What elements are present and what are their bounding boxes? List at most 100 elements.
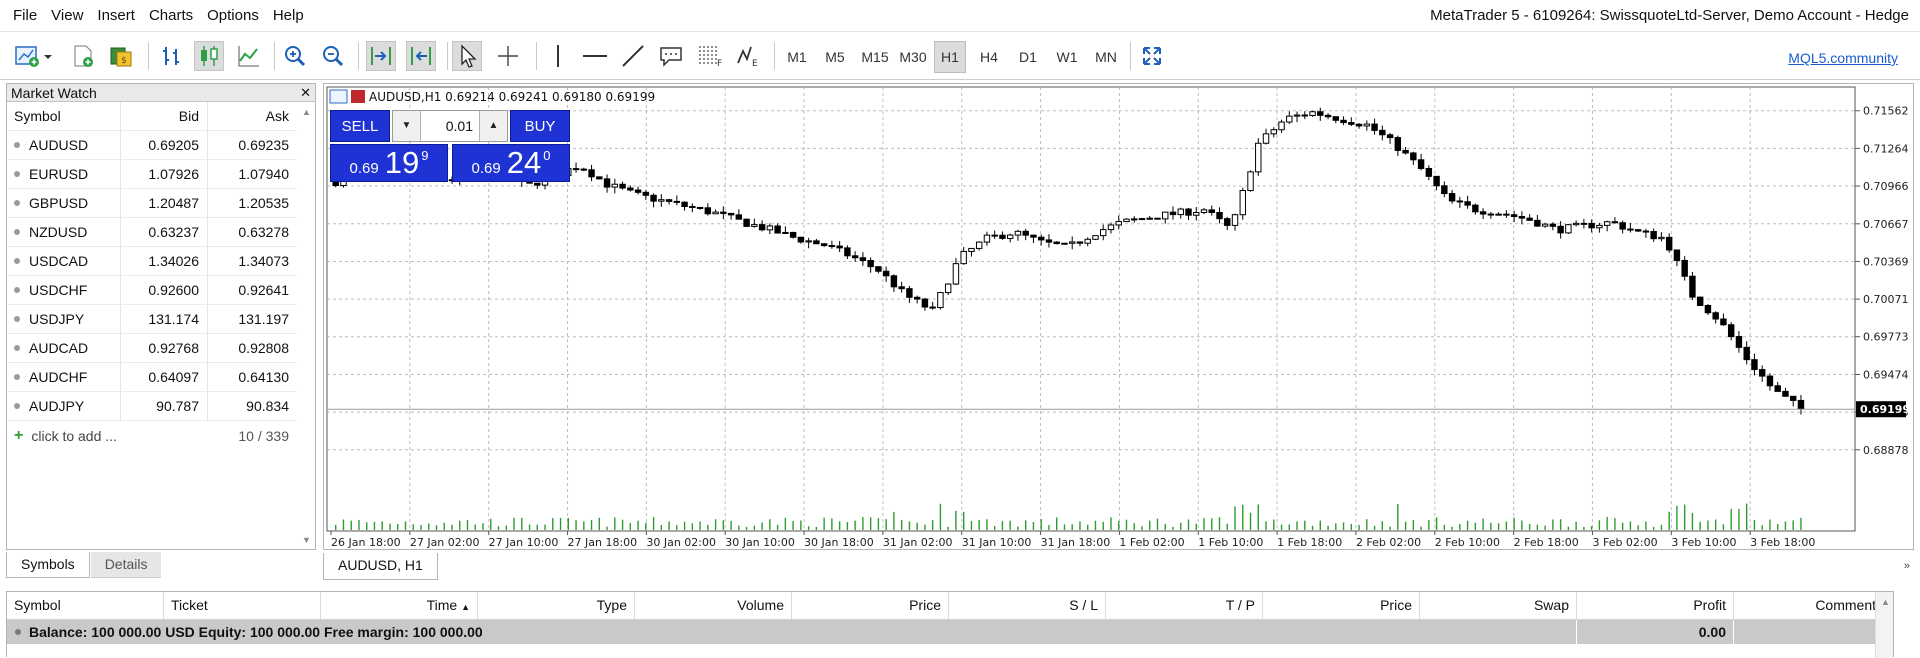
menu-help[interactable]: Help (272, 6, 304, 24)
column-ask[interactable]: Ask (265, 108, 289, 124)
elliott-wave-tool-button[interactable]: E (733, 41, 763, 71)
timeframe-m1[interactable]: M1 (787, 49, 807, 65)
chart-tabs: AUDUSD, H1 (323, 553, 438, 580)
menu-file[interactable]: File (13, 6, 38, 24)
column-swap[interactable]: Swap (1420, 592, 1577, 619)
add-symbol-row[interactable]: + click to add ... 10 / 339 (7, 421, 297, 450)
menu-insert[interactable]: Insert (97, 6, 135, 24)
candle (1045, 234, 1053, 248)
column-volume[interactable]: Volume (635, 592, 792, 619)
symbol-row[interactable]: AUDCAD 0.92768 0.92808 (7, 334, 297, 363)
crosshair-tool-button[interactable] (493, 41, 523, 71)
candle (681, 201, 688, 211)
buy-quote[interactable]: 0.69 24 0 (452, 144, 570, 182)
menu-options[interactable]: Options (207, 6, 259, 24)
column-comment[interactable]: Comment (1815, 597, 1876, 613)
buy-button[interactable]: BUY (510, 110, 570, 142)
trendline-tool-button[interactable] (618, 41, 648, 71)
market-watch-scrollbar[interactable]: ▲ ▼ (298, 103, 315, 549)
candle (634, 186, 642, 195)
column-bid[interactable]: Bid (121, 102, 208, 130)
symbol-row[interactable]: EURUSD 1.07926 1.07940 (7, 160, 297, 189)
price-chart[interactable]: 0.71562 0.71264 0.70966 0.70667 0.70369 0.700… (324, 84, 1915, 551)
timeframe-d1[interactable]: D1 (1019, 49, 1037, 65)
symbol-row[interactable]: USDCHF 0.92600 0.92641 (7, 276, 297, 305)
column-current-price[interactable]: Price (1263, 592, 1420, 619)
symbol-cell: AUDJPY (7, 392, 121, 420)
time-label: 31 Jan 18:00 (1041, 536, 1111, 549)
candle (1681, 256, 1688, 281)
column-ticket[interactable]: Ticket (164, 592, 321, 619)
market-watch-tabs: Symbols Details (6, 552, 162, 580)
column-symbol[interactable]: Symbol (7, 592, 164, 619)
volume-decrease-button[interactable]: ▼ (393, 111, 421, 141)
candle (1448, 189, 1456, 204)
candle (751, 218, 758, 228)
scroll-right-icon[interactable]: » (1903, 560, 1910, 572)
new-chart-icon (15, 46, 52, 67)
symbol-row[interactable]: AUDCHF 0.64097 0.64130 (7, 363, 297, 392)
volume-increase-button[interactable]: ▲ (479, 111, 507, 141)
auto-scroll-button[interactable] (366, 41, 396, 71)
fullscreen-button[interactable] (1137, 41, 1167, 71)
fibonacci-tool-button[interactable]: F (694, 41, 724, 71)
scroll-up-icon[interactable]: ▲ (1881, 597, 1890, 607)
timeframe-m5[interactable]: M5 (825, 49, 845, 65)
column-time[interactable]: Time ▲ (321, 592, 478, 619)
trade-scrollbar[interactable]: ▲ (1875, 592, 1893, 658)
symbol-row[interactable]: AUDJPY 90.787 90.834 (7, 392, 297, 421)
timeframe-m30[interactable]: M30 (899, 49, 927, 65)
timeframe-mn[interactable]: MN (1095, 49, 1117, 65)
column-tp[interactable]: T / P (1106, 592, 1263, 619)
menu-charts[interactable]: Charts (148, 6, 194, 24)
symbol-name: USDCAD (29, 253, 89, 269)
cursor-tool-button[interactable] (452, 41, 482, 71)
candle (1286, 111, 1293, 124)
symbol-row[interactable]: AUDUSD 0.69205 0.69235 (7, 131, 297, 160)
sell-button[interactable]: SELL (330, 110, 390, 142)
chart-window[interactable]: 0.71562 0.71264 0.70966 0.70667 0.70369 0.700… (323, 83, 1914, 550)
tab-audusd-h1[interactable]: AUDUSD, H1 (323, 553, 438, 580)
timeframe-h1[interactable]: H1 (934, 41, 966, 73)
menu-view[interactable]: View (51, 6, 84, 24)
bar-chart-button[interactable] (157, 41, 187, 71)
tab-symbols[interactable]: Symbols (6, 552, 90, 578)
algo-trading-button[interactable]: $ (106, 41, 136, 71)
vertical-line-tool-button[interactable] (543, 41, 573, 71)
candle (867, 257, 874, 273)
time-label: 3 Feb 10:00 (1671, 536, 1736, 549)
plot-area[interactable] (326, 86, 1856, 532)
column-symbol[interactable]: Symbol (7, 102, 121, 130)
symbol-row[interactable]: NZDUSD 0.63237 0.63278 (7, 218, 297, 247)
volume-input[interactable]: 0.01 (445, 118, 473, 134)
symbol-row[interactable]: USDCAD 1.34026 1.34073 (7, 247, 297, 276)
symbol-row[interactable]: GBPUSD 1.20487 1.20535 (7, 189, 297, 218)
column-profit[interactable]: Profit (1577, 592, 1734, 619)
column-sl[interactable]: S / L (949, 592, 1106, 619)
column-price[interactable]: Price (792, 592, 949, 619)
one-click-trading-panel: SELL ▼ 0.01 ▲ BUY 0.69 19 9 0.69 24 0 (330, 110, 570, 182)
sell-quote[interactable]: 0.69 19 9 (330, 144, 448, 182)
line-chart-button[interactable] (233, 41, 263, 71)
column-type[interactable]: Type (478, 592, 635, 619)
tab-details[interactable]: Details (90, 552, 162, 578)
symbol-name: AUDCHF (29, 369, 88, 385)
text-label-tool-button[interactable] (656, 41, 686, 71)
symbol-row[interactable]: USDJPY 131.174 131.197 (7, 305, 297, 334)
candle (789, 231, 797, 239)
timeframe-m15[interactable]: M15 (861, 49, 889, 65)
scroll-down-icon[interactable]: ▼ (302, 535, 311, 545)
timeframe-h4[interactable]: H4 (980, 49, 998, 65)
new-chart-button[interactable] (12, 41, 56, 71)
zoom-out-button[interactable] (318, 41, 348, 71)
horizontal-line-tool-button[interactable] (580, 41, 610, 71)
scroll-up-icon[interactable]: ▲ (302, 107, 311, 117)
mql5-community-link[interactable]: MQL5.community (1788, 50, 1898, 66)
close-icon[interactable]: ✕ (300, 85, 311, 100)
timeframe-w1[interactable]: W1 (1056, 49, 1078, 65)
chart-shift-button[interactable] (406, 41, 436, 71)
new-order-button[interactable] (68, 41, 98, 71)
balance-row[interactable]: Balance: 100 000.00 USD Equity: 100 000.… (7, 620, 1893, 644)
candlestick-chart-button[interactable] (194, 41, 224, 71)
zoom-in-button[interactable] (280, 41, 310, 71)
